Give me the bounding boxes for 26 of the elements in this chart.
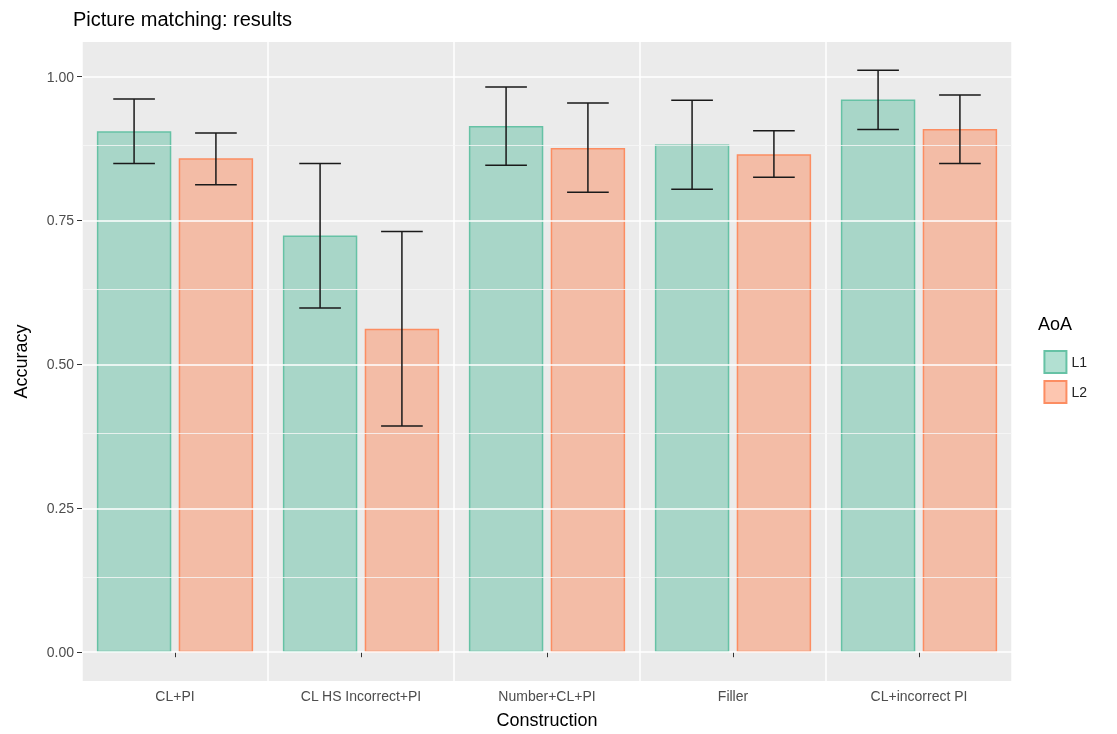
y-axis-title: Accuracy [11, 324, 31, 399]
bar [654, 144, 730, 653]
bar [178, 158, 254, 653]
y-tick-label: 0.25 [46, 500, 75, 517]
y-tick-label: 0.50 [46, 356, 75, 373]
x-tick-label: Filler [717, 688, 749, 704]
x-tick-label: CL+PI [155, 688, 195, 704]
x-axis-title: Construction [496, 710, 598, 730]
bar [282, 235, 358, 653]
y-tick-label: 1.00 [46, 68, 75, 85]
y-tick-label: 0.00 [46, 644, 75, 661]
bar [550, 147, 626, 653]
legend-title: AoA [1037, 314, 1073, 334]
x-tick-label: CL HS Incorrect+PI [300, 688, 422, 704]
bar [96, 131, 172, 653]
chart-title: Picture matching: results [73, 8, 292, 30]
bar [922, 128, 998, 653]
legend-label: L2 [1071, 384, 1088, 400]
bar [736, 154, 812, 653]
x-tick-label: CL+incorrect PI [870, 688, 968, 704]
bar [840, 99, 916, 653]
y-tick-label: 0.75 [46, 212, 75, 229]
legend-label: L1 [1071, 354, 1088, 370]
bar [364, 328, 440, 653]
bar [468, 126, 544, 653]
x-tick-label: Number+CL+PI [498, 688, 596, 704]
